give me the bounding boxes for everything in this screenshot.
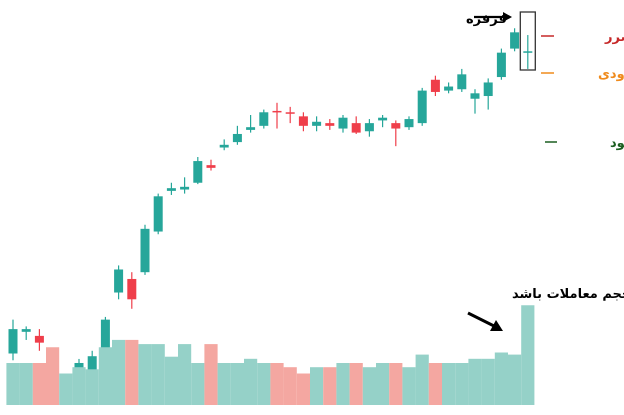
candle-body: [100, 319, 110, 354]
volume-bar: [178, 344, 192, 405]
candle-body: [166, 188, 176, 191]
candle-body: [483, 82, 493, 97]
volume-bar: [19, 363, 33, 405]
volume-bar: [389, 363, 403, 405]
volume-bar: [125, 339, 139, 405]
volume-bar: [296, 373, 310, 405]
volume-bar: [59, 373, 73, 405]
entry-label: ورودی: [598, 67, 624, 82]
volume-bar: [85, 369, 99, 405]
candle-body: [285, 112, 295, 114]
candle-body: [417, 90, 427, 124]
candle-body: [378, 117, 388, 121]
candle-body: [351, 123, 361, 133]
volume-bar: [336, 363, 350, 405]
volume-bar: [468, 358, 482, 405]
candle-body: [298, 116, 308, 126]
candle-body: [8, 329, 18, 354]
volume-bar: [455, 363, 469, 405]
volume-bar: [270, 363, 284, 405]
candle-body: [180, 186, 190, 190]
candle-body: [232, 133, 242, 143]
volume-bar: [151, 344, 165, 405]
volume-bar: [98, 347, 112, 405]
volume-bar: [402, 367, 416, 405]
volume-bar: [46, 347, 60, 405]
candle-body: [206, 165, 216, 168]
volume-bar: [204, 344, 218, 405]
candle-body: [391, 123, 401, 129]
volume-bar: [257, 363, 271, 405]
volume-bar: [376, 363, 390, 405]
candle-body: [523, 51, 533, 53]
volume-bar: [415, 354, 429, 405]
candle-body: [510, 32, 520, 49]
candle-body: [87, 356, 97, 376]
candle-body: [470, 93, 480, 99]
volume-bar: [349, 363, 363, 405]
volume-note-arrow: [467, 311, 503, 331]
candle-body: [140, 228, 150, 273]
candle-body: [193, 161, 203, 183]
candle-body: [153, 196, 163, 232]
candle-body: [246, 127, 256, 130]
volume-bar: [32, 363, 46, 405]
volume-bar: [310, 367, 324, 405]
candle-body: [21, 329, 31, 332]
volume-bar: [442, 363, 456, 405]
candle-body: [312, 121, 322, 126]
volume-bar: [494, 352, 508, 405]
volume-bar: [428, 363, 442, 405]
candle-body: [338, 117, 348, 129]
candle-body: [325, 123, 335, 126]
doji-arrow: [474, 12, 512, 22]
candle-body: [444, 86, 454, 91]
volume-bar: [521, 305, 535, 405]
volume-bar: [164, 356, 178, 405]
volume-bar: [323, 367, 337, 405]
candle-body: [457, 74, 467, 90]
candle-body: [219, 144, 229, 148]
volume-bar: [283, 367, 297, 405]
volume-bar: [244, 358, 258, 405]
candle-body: [496, 52, 506, 78]
candle-body: [430, 79, 440, 92]
candle-body: [259, 112, 269, 126]
volume-bar: [72, 367, 86, 405]
take-profit-label: حد سود: [610, 136, 624, 151]
volume-bar: [481, 358, 495, 405]
volume-bar: [508, 354, 522, 405]
doji-label: فرفره: [466, 12, 507, 27]
doji-highlight-box: [519, 11, 536, 71]
candles-layer: [8, 28, 533, 399]
candle-body: [364, 123, 374, 132]
volume-layer: [6, 305, 535, 405]
stop-loss-label: حد ضرر: [604, 30, 624, 45]
candle-body: [404, 119, 414, 128]
volume-bar: [112, 339, 126, 405]
volume-bar: [230, 363, 244, 405]
volume-note-label: حواس‌تان به جهش حجم معاملات باشد: [512, 287, 624, 302]
volume-bar: [138, 344, 152, 405]
candle-body: [127, 278, 137, 300]
candle-body: [114, 269, 124, 293]
volume-bar: [362, 367, 376, 405]
volume-bar: [217, 363, 231, 405]
volume-bar: [6, 363, 20, 405]
candle-body: [34, 335, 44, 343]
volume-bar: [191, 363, 205, 405]
candle-body: [272, 110, 282, 113]
